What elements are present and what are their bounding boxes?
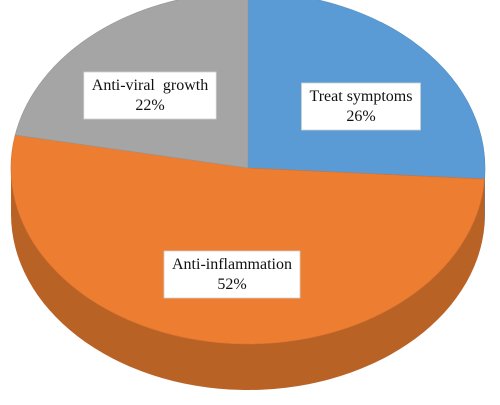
pie-slice-anti-inflammation — [10, 134, 485, 345]
pie-side-walls — [11, 168, 485, 390]
data-label-anti-inflammation: Anti-inflammation 52% — [163, 250, 301, 299]
slice-value-treat-symptoms: 26% — [346, 108, 375, 125]
slice-label-treat-symptoms: Treat symptoms — [310, 88, 413, 105]
pie-side-anti-inflammation — [11, 168, 485, 390]
data-label-anti-viral-growth: Anti-viral growth 22% — [83, 71, 217, 120]
slice-label-anti-viral-growth: Anti-viral growth — [92, 77, 208, 94]
slice-label-anti-inflammation: Anti-inflammation — [172, 256, 292, 273]
slice-value-anti-viral-growth: 22% — [135, 97, 164, 114]
data-label-treat-symptoms: Treat symptoms 26% — [301, 82, 421, 131]
pie-data-labels: Treat symptoms26%Anti-inflammation52%Ant… — [83, 71, 421, 299]
slice-value-anti-inflammation: 52% — [217, 276, 246, 293]
